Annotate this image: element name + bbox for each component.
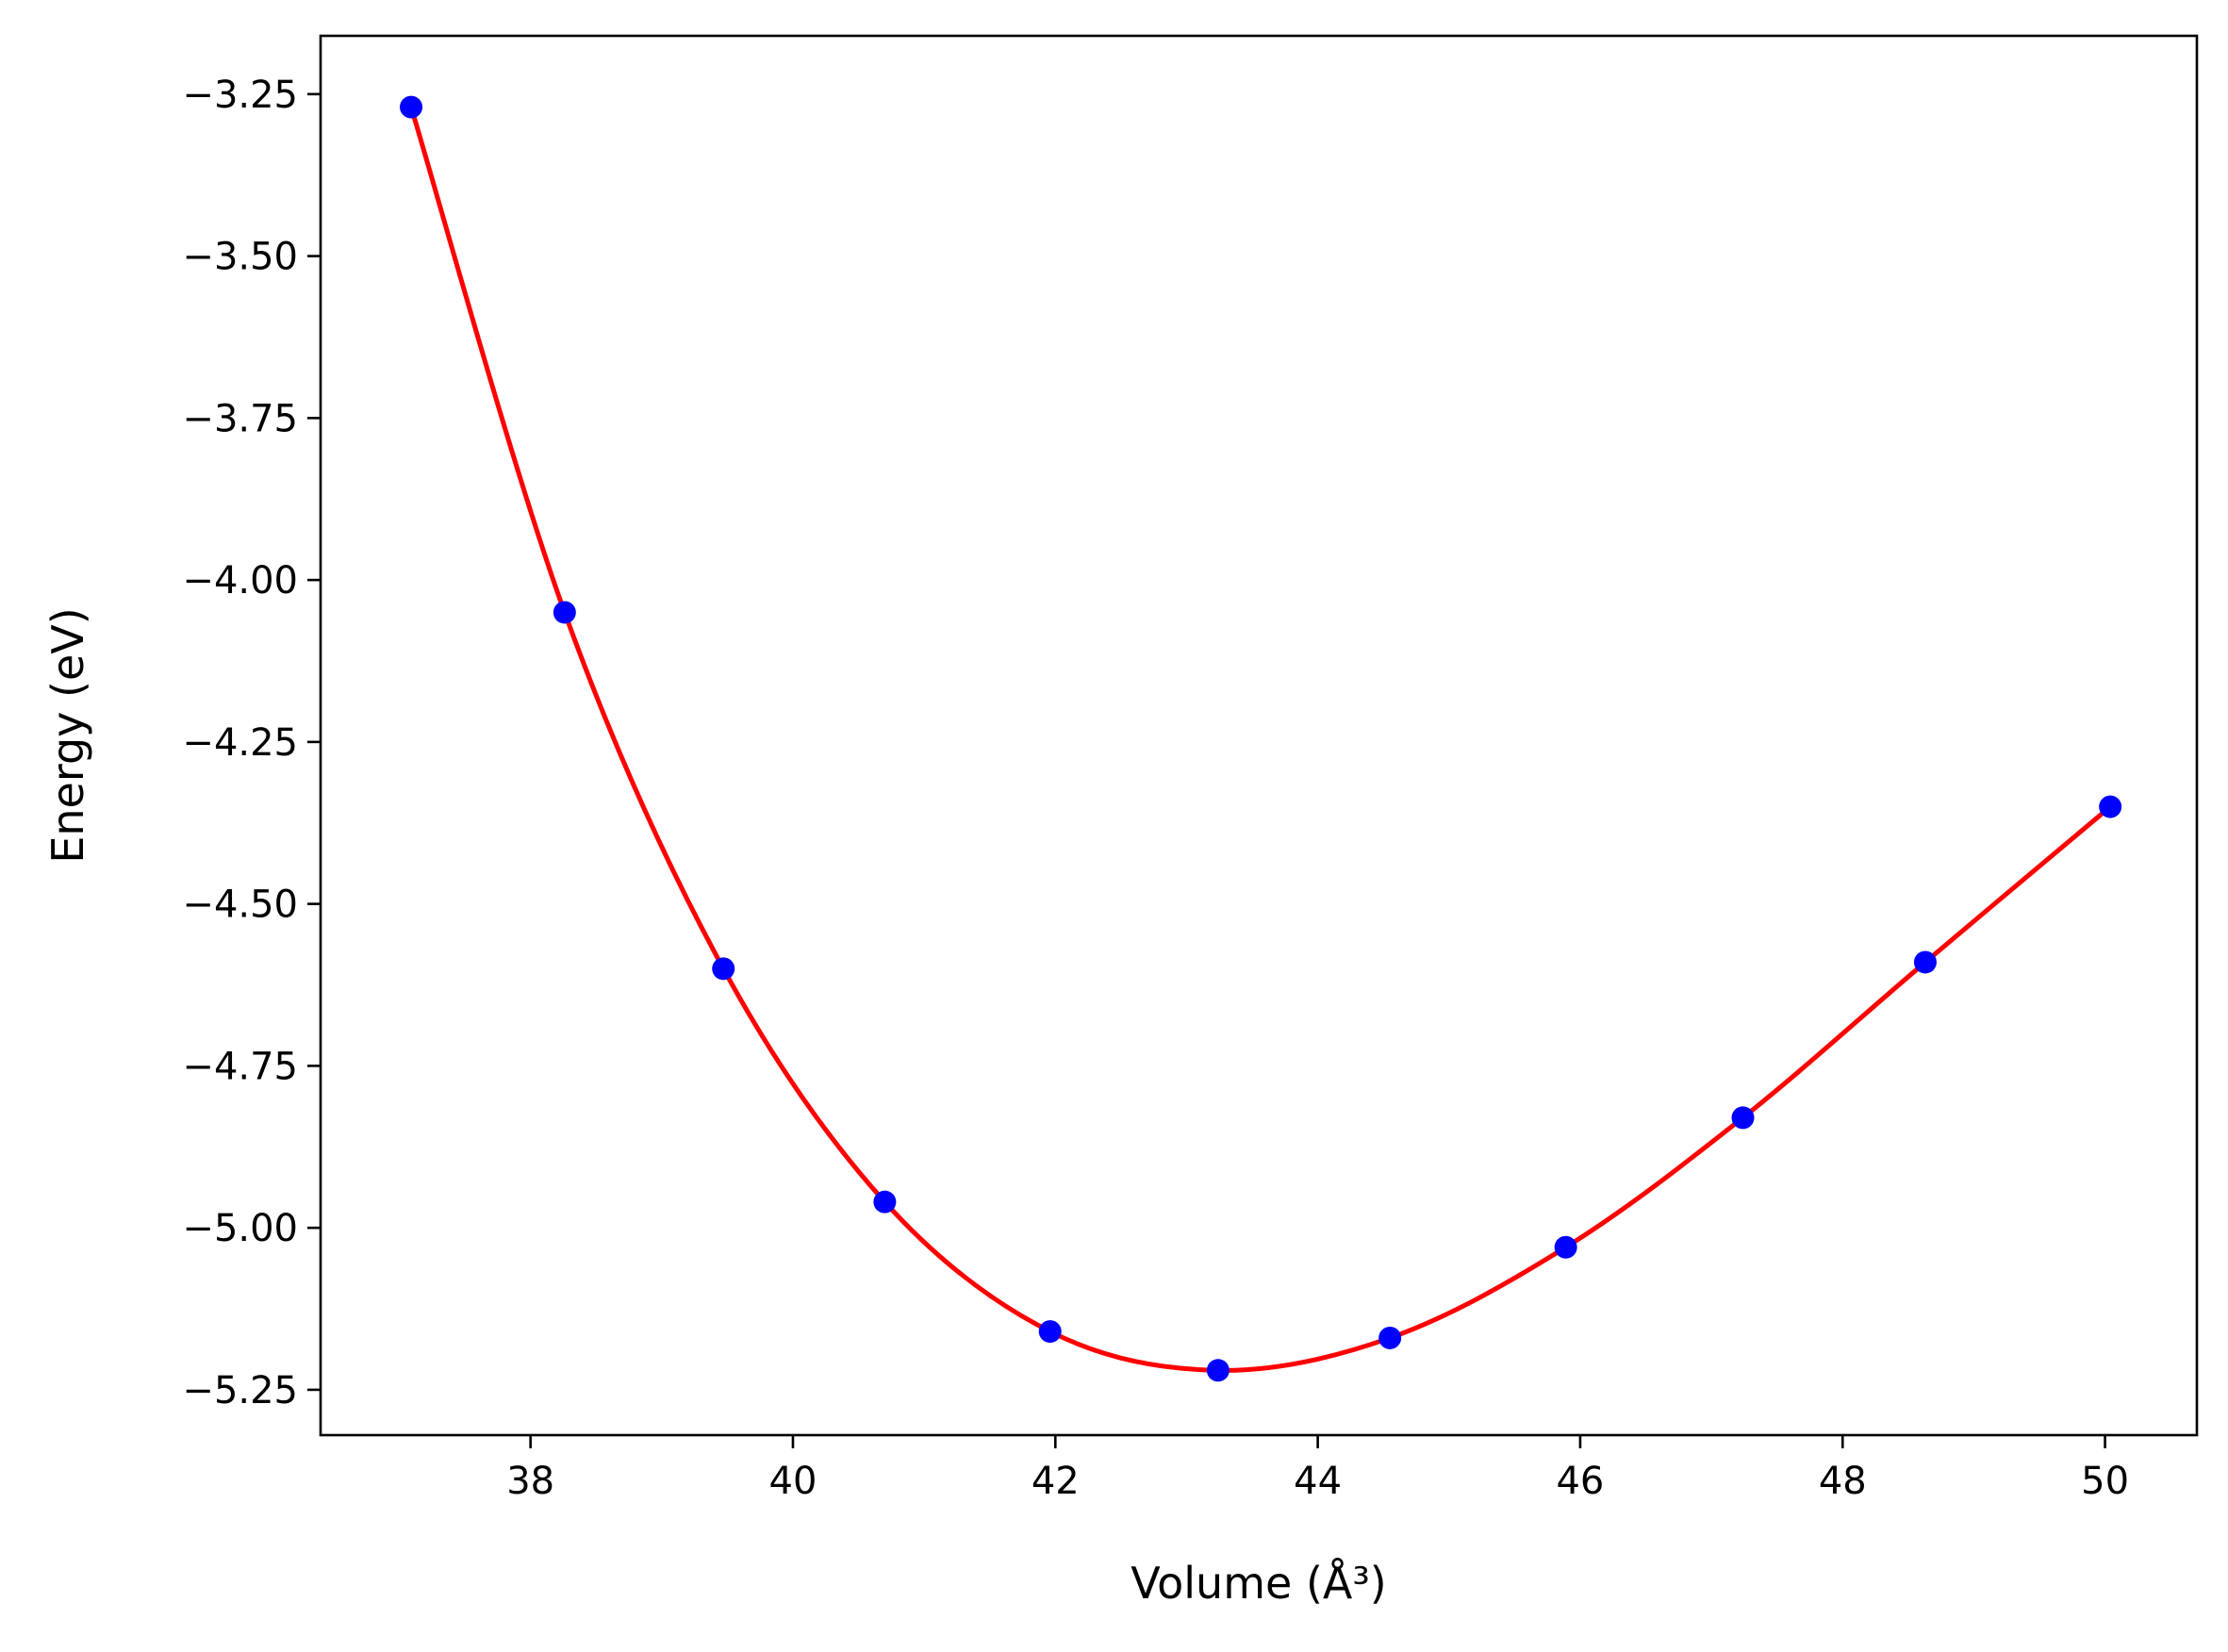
x-tick-label: 42 [1031, 1460, 1080, 1503]
y-tick-label: −4.25 [182, 721, 298, 765]
data-point [553, 601, 576, 624]
plot-frame [319, 34, 2199, 1437]
y-tick-label: −3.50 [182, 236, 298, 279]
y-tick-label: −4.50 [182, 884, 298, 927]
y-tick-label: −3.25 [182, 74, 298, 117]
data-point [712, 957, 735, 981]
x-axis-label: Volume (Å³) [1131, 1558, 1387, 1609]
y-tick-label: −4.00 [182, 559, 298, 603]
x-tick-label: 40 [769, 1460, 817, 1503]
x-tick-label: 44 [1294, 1460, 1342, 1503]
y-tick-label: −5.25 [182, 1369, 298, 1412]
data-point [873, 1190, 897, 1214]
x-tick-label: 38 [506, 1460, 554, 1503]
data-point [1731, 1106, 1755, 1130]
plot-marks [400, 95, 2122, 1382]
y-tick-label: −5.00 [182, 1207, 298, 1250]
x-tick-label: 48 [1819, 1460, 1867, 1503]
data-point [400, 95, 423, 119]
data-point [1913, 950, 1937, 974]
data-point [1038, 1320, 1062, 1344]
data-point [1378, 1326, 1402, 1349]
y-axis-label: Energy (eV) [42, 607, 93, 863]
data-point [1206, 1359, 1230, 1382]
axis-ticks: 38 40 42 44 46 48 50 −3.25 −3.50 −3.75 −4.00 −4.25 −… [182, 74, 2129, 1503]
x-tick-label: 46 [1556, 1460, 1604, 1503]
data-point [1554, 1235, 1577, 1259]
y-tick-label: −3.75 [182, 397, 298, 440]
fit-curve-line [408, 106, 2112, 1373]
x-tick-label: 50 [2081, 1460, 2129, 1503]
y-tick-label: −4.75 [182, 1045, 298, 1088]
data-point [2099, 795, 2122, 818]
